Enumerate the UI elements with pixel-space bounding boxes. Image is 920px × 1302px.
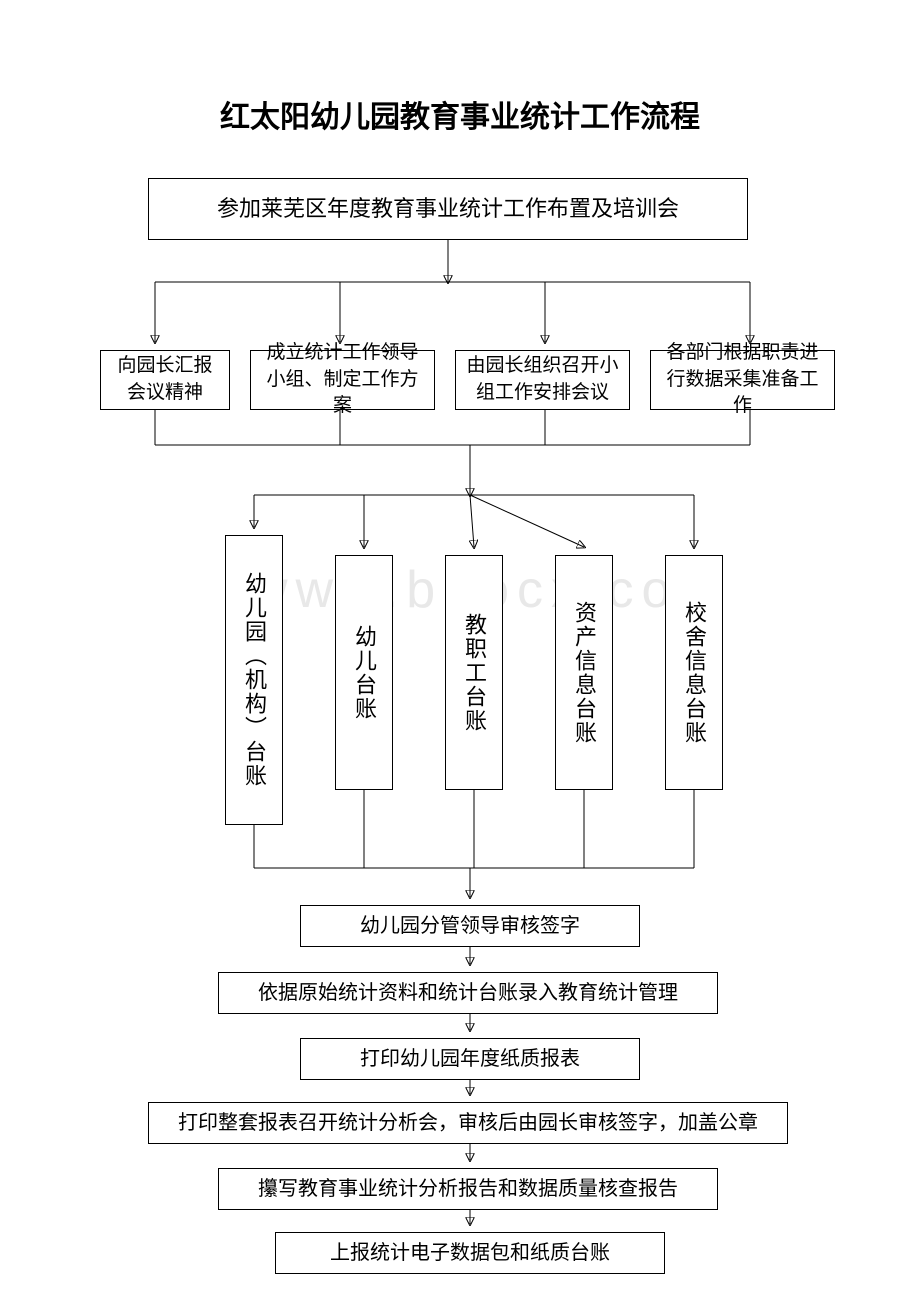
flowchart-node-n8: 上报统计电子数据包和纸质台账 [275,1232,665,1274]
flowchart-node-n4: 依据原始统计资料和统计台账录入教育统计管理 [218,972,718,1014]
flowchart-node-v3: 教职工台账 [445,555,503,790]
flowchart-node-n2b: 成立统计工作领导小组、制定工作方案 [250,350,435,410]
flowchart-node-n7: 攥写教育事业统计分析报告和数据质量核查报告 [218,1168,718,1210]
flowchart-node-n3: 幼儿园分管领导审核签字 [300,905,640,947]
flowchart-node-n5: 打印幼儿园年度纸质报表 [300,1038,640,1080]
flowchart-node-n6: 打印整套报表召开统计分析会，审核后由园长审核签字，加盖公章 [148,1102,788,1144]
flowchart-node-n2c: 由园长组织召开小组工作安排会议 [455,350,630,410]
flowchart-node-n1: 参加莱芜区年度教育事业统计工作布置及培训会 [148,178,748,240]
flowchart-node-v5: 校舍信息台账 [665,555,723,790]
flowchart-node-v1: 幼儿园（机构）台账 [225,535,283,825]
diagram-title: 红太阳幼儿园教育事业统计工作流程 [0,92,920,136]
flowchart-node-v4: 资产信息台账 [555,555,613,790]
flowchart-node-n2a: 向园长汇报会议精神 [100,350,230,410]
flowchart-node-v2: 幼儿台账 [335,555,393,790]
flowchart-node-n2d: 各部门根据职责进行数据采集准备工作 [650,350,835,410]
